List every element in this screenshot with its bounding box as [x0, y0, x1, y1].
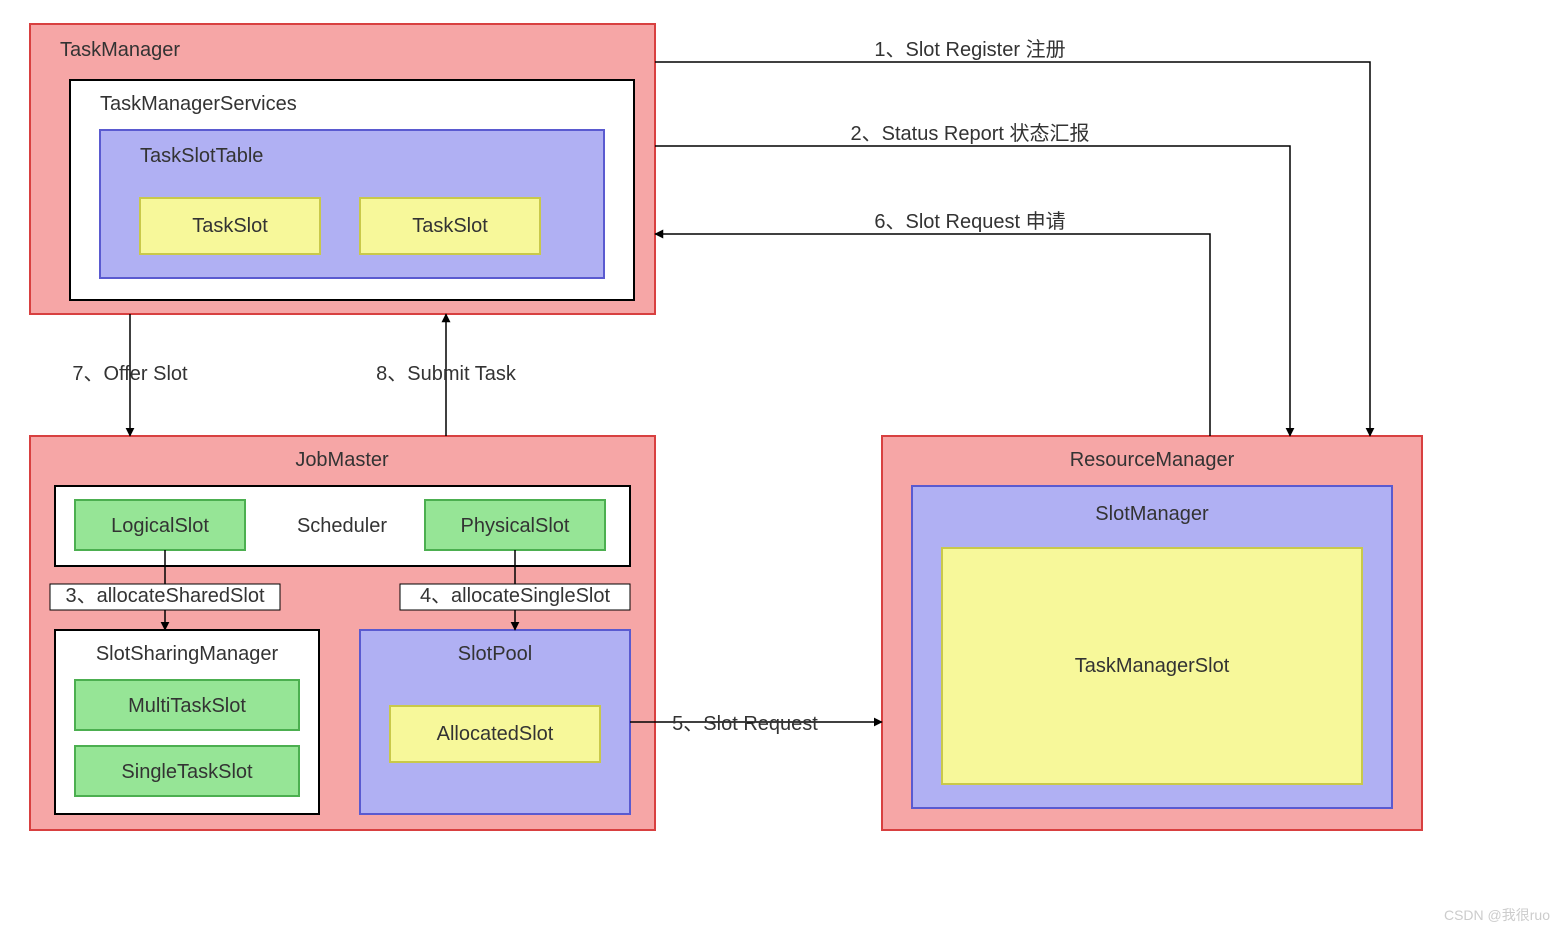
e2-label: 2、Status Report 状态汇报 [851, 122, 1090, 145]
multiTaskSlot-label: MultiTaskSlot [128, 695, 246, 717]
slotPool-label: SlotPool [458, 643, 533, 665]
jobMaster-label: JobMaster [295, 449, 389, 471]
taskManagerSlot-label: TaskManagerSlot [1075, 655, 1230, 677]
taskManager-label: TaskManager [60, 39, 180, 61]
physicalSlot-label: PhysicalSlot [461, 515, 570, 537]
e3-label: 3、allocateSharedSlot [65, 585, 264, 607]
logicalSlot-label: LogicalSlot [111, 515, 209, 537]
singleTaskSlot-label: SingleTaskSlot [121, 761, 253, 783]
e1-label: 1、Slot Register 注册 [874, 38, 1065, 61]
tmServices-label: TaskManagerServices [100, 93, 297, 115]
resourceManager-label: ResourceManager [1070, 449, 1235, 471]
allocatedSlot-label: AllocatedSlot [437, 723, 554, 745]
e6-label: 6、Slot Request 申请 [874, 210, 1065, 233]
e7-label: 7、Offer Slot [72, 363, 188, 385]
e5-label: 5、Slot Request [672, 713, 818, 735]
taskSlotTable-label: TaskSlotTable [140, 145, 263, 167]
taskSlot1-label: TaskSlot [192, 215, 268, 237]
e4-label: 4、allocateSingleSlot [420, 585, 611, 607]
slotManager-label: SlotManager [1095, 503, 1209, 525]
scheduler-label: Scheduler [297, 515, 387, 537]
e8-label: 8、Submit Task [376, 363, 517, 385]
taskSlot2-label: TaskSlot [412, 215, 488, 237]
slotSharingMgr-label: SlotSharingManager [96, 643, 279, 665]
watermark: CSDN @我很ruo [1444, 907, 1550, 923]
